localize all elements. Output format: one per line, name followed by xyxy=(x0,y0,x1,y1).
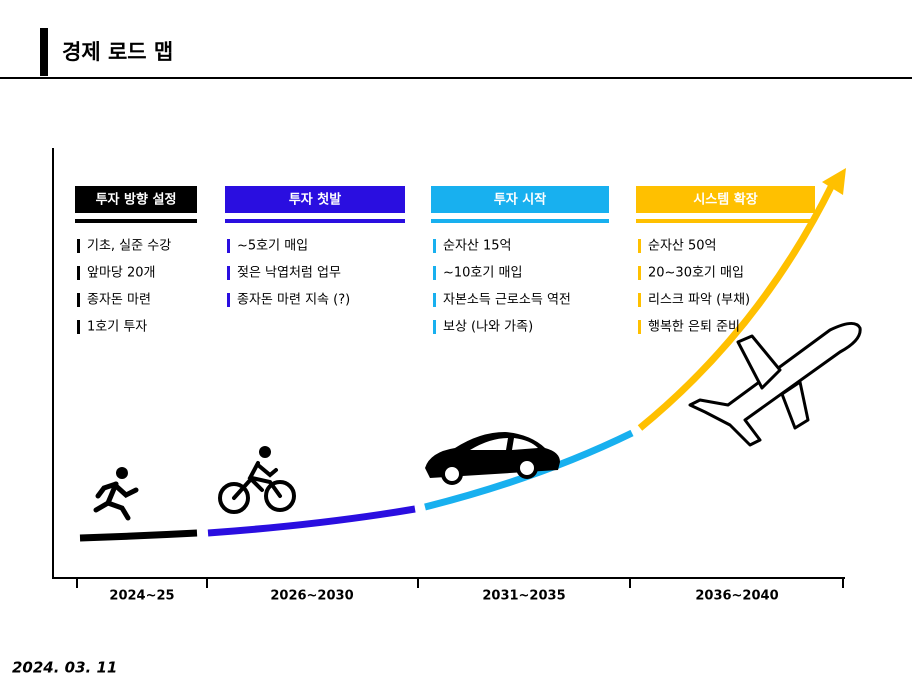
plane-icon xyxy=(688,322,862,447)
item-marker xyxy=(638,320,641,334)
slide-title: 경제 로드 맵 xyxy=(62,40,173,64)
arrow-head xyxy=(822,168,846,195)
ticks xyxy=(76,578,844,588)
phase-header xyxy=(225,186,405,213)
period-label: 2026~2030 xyxy=(270,589,353,604)
phase-header xyxy=(636,186,815,213)
phase-item: 리스크 파악 (부채) xyxy=(648,293,750,308)
runner-icon xyxy=(93,467,139,521)
item-marker xyxy=(638,266,641,280)
phase-underline xyxy=(636,219,815,223)
phase-item: 젖은 낙엽처럼 업무 xyxy=(237,266,341,281)
car-wheels xyxy=(441,457,538,485)
phase-item: 행복한 은퇴 준비 xyxy=(648,319,740,335)
item-marker xyxy=(77,266,80,280)
phase-item: 순자산 50억 xyxy=(648,239,717,254)
phase-title: 투자 방향 설정 xyxy=(96,192,177,208)
item-marker xyxy=(77,239,80,253)
item-marker xyxy=(77,320,80,334)
phase-item: 자본소득 근로소득 역전 xyxy=(443,293,571,308)
item-marker xyxy=(433,266,436,280)
title-marker xyxy=(40,28,48,76)
period-label: 2024~25 xyxy=(109,589,174,604)
item-marker xyxy=(638,239,641,253)
phase-header xyxy=(431,186,609,213)
phase-title: 투자 시작 xyxy=(494,192,546,208)
phase-underline xyxy=(75,219,197,223)
item-marker xyxy=(433,320,436,334)
phase-item: 20~30호기 매입 xyxy=(648,266,744,281)
date: 2024. 03. 11 xyxy=(12,659,117,677)
item-marker xyxy=(227,239,230,253)
phase-item: 1호기 투자 xyxy=(87,320,147,335)
phase-underline xyxy=(225,219,405,223)
phase-item: ~10호기 매입 xyxy=(443,266,522,281)
phase-item: 종자돈 마련 xyxy=(87,293,151,308)
period-label: 2031~2035 xyxy=(482,589,565,604)
period-label: 2036~2040 xyxy=(695,589,778,604)
cyclist-icon xyxy=(218,446,296,514)
phase-title: 투자 첫발 xyxy=(289,192,341,208)
phase-item: ~5호기 매입 xyxy=(237,239,308,254)
phase-item: 순자산 15억 xyxy=(443,239,512,254)
phase-header xyxy=(75,186,197,213)
item-marker xyxy=(433,239,436,253)
item-marker xyxy=(433,293,436,307)
phase-item: 앞마당 20개 xyxy=(87,266,156,281)
phase-title: 시스템 확장 xyxy=(693,192,757,208)
item-marker xyxy=(227,293,230,307)
car-windows xyxy=(470,438,538,450)
phase-underline xyxy=(431,219,609,223)
item-marker xyxy=(77,293,80,307)
phase-item: 기초, 실준 수강 xyxy=(87,239,171,254)
phase-item: 보상 (나와 가족) xyxy=(443,320,533,335)
item-marker xyxy=(638,293,641,307)
phase-item: 종자돈 마련 지속 (?) xyxy=(237,293,350,308)
item-marker xyxy=(227,266,230,280)
